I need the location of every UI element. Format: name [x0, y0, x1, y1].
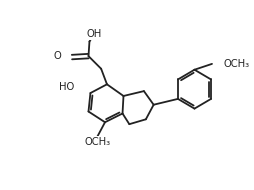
Text: OCH₃: OCH₃ [224, 59, 250, 69]
Text: O: O [54, 51, 61, 61]
Text: OH: OH [87, 29, 102, 39]
Text: HO: HO [59, 82, 74, 92]
Text: OCH₃: OCH₃ [84, 137, 110, 147]
